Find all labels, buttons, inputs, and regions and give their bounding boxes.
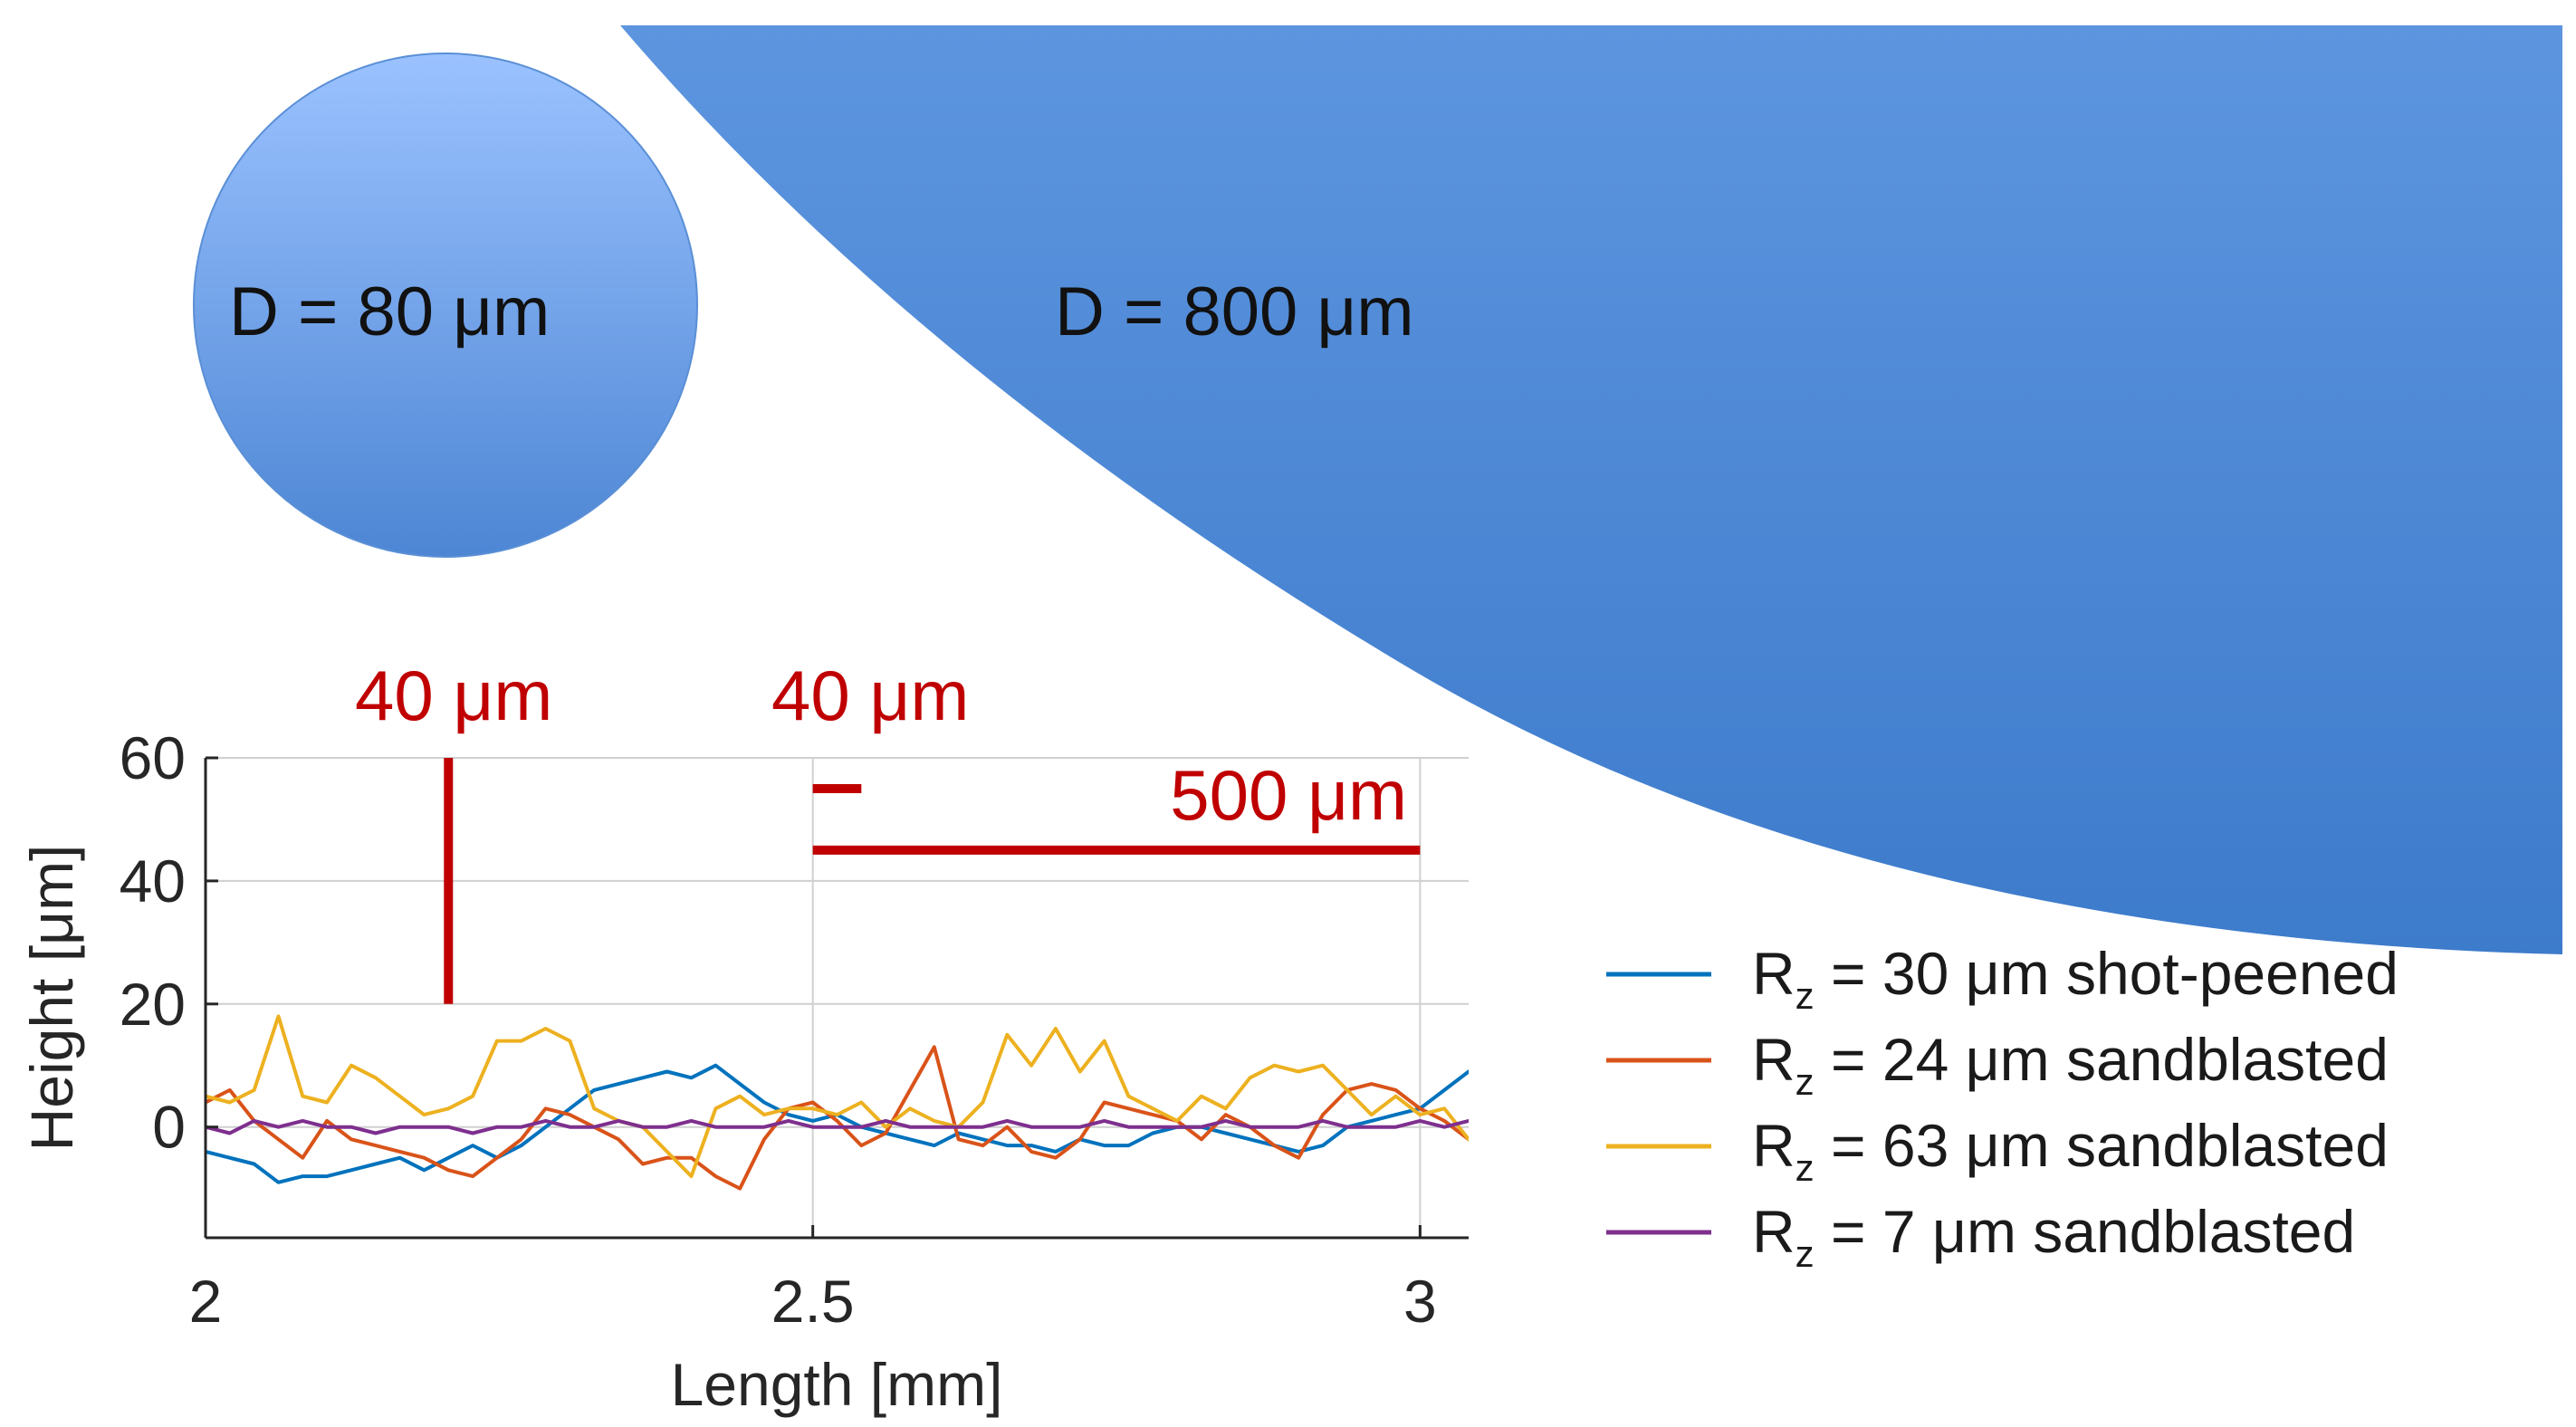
series-lines (206, 1014, 1469, 1191)
grid-lines (205, 757, 1469, 1238)
large-particle-shape (620, 25, 2562, 954)
scale-label-500: 500 μm (1170, 755, 1407, 835)
series-line-3 (206, 1014, 1469, 1179)
y-tick-label: 20 (120, 971, 186, 1038)
legend-label-4: Rz = 7 μm sandblasted (1752, 1198, 2355, 1275)
small-particle-shape (193, 53, 698, 558)
large-particle-label: D = 800 μm (1055, 273, 1414, 350)
legend-label-2: Rz = 24 μm sandblasted (1752, 1026, 2389, 1103)
legend-label-1: Rz = 30 μm shot-peened (1752, 940, 2399, 1017)
small-particle-label: D = 80 μm (229, 273, 550, 350)
x-tick-label: 2.5 (771, 1268, 855, 1335)
scale-label-40-vertical: 40 μm (355, 656, 552, 735)
legend-label-3: Rz = 63 μm sandblasted (1752, 1112, 2389, 1189)
scale-bars (444, 758, 1421, 1004)
y-tick-label: 40 (120, 848, 186, 915)
scale-label-40-horizontal: 40 μm (771, 656, 969, 735)
legend: Rz = 30 μm shot-peened Rz = 24 μm sandbla… (1606, 940, 2399, 1275)
x-tick-label: 2 (189, 1268, 223, 1335)
series-line-4 (206, 1118, 1469, 1135)
plot-background (206, 758, 1469, 1238)
plot-area: 0 20 40 60 2 2.5 3 (120, 724, 1469, 1335)
y-tick-label: 0 (152, 1094, 186, 1161)
y-tick-label: 60 (120, 724, 186, 791)
series-line-2 (206, 1045, 1469, 1191)
x-axis-title: Length [mm] (671, 1351, 1003, 1418)
axes (204, 756, 1469, 1240)
tick-labels: 0 20 40 60 2 2.5 3 (120, 724, 1437, 1335)
y-axis-title: Height [μm] (18, 845, 85, 1152)
x-tick-label: 3 (1403, 1268, 1437, 1335)
